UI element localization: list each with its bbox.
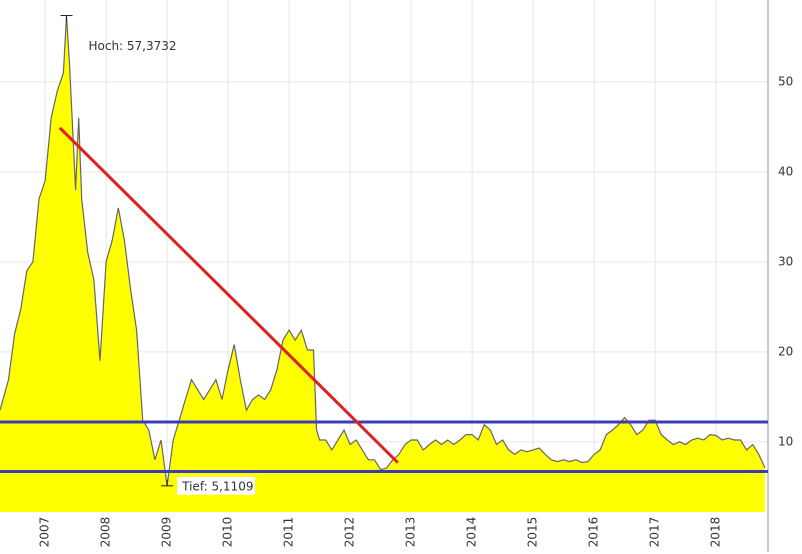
x-tick-label: 2018 [709,517,723,548]
x-tick-label: 2015 [526,517,540,548]
y-tick-label: 40 [778,164,793,178]
x-tick-label: 2016 [587,517,601,548]
x-tick-label: 2014 [465,517,479,548]
annotation: Tief: 5,1109 [181,479,253,493]
y-tick-label: 50 [778,74,793,88]
y-tick-label: 20 [778,344,793,358]
annotation: Hoch: 57,3732 [88,39,176,53]
x-tick-label: 2010 [221,517,235,548]
x-tick-label: 2007 [38,517,52,548]
y-tick-label: 30 [778,254,793,268]
price-line [0,15,766,486]
x-tick-label: 2008 [99,517,113,548]
x-tick-label: 2012 [343,517,357,548]
y-tick-label: 10 [778,434,793,448]
trend-line [58,126,399,464]
x-tick-label: 2013 [404,517,418,548]
x-tick-label: 2011 [282,517,296,548]
x-tick-label: 2009 [160,517,174,548]
label-box [177,476,256,495]
x-tick-label: 2017 [648,517,662,548]
area [0,15,765,512]
